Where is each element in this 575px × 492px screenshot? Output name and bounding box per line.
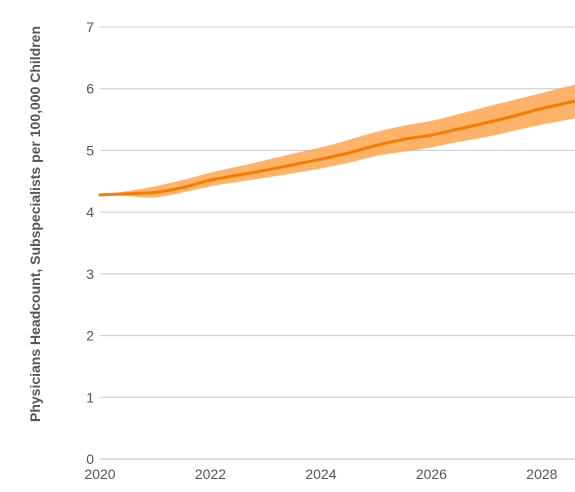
x-tick-label: 2026: [416, 466, 447, 482]
confidence-band: [100, 84, 575, 198]
y-tick-label: 4: [86, 204, 94, 220]
y-tick-label: 6: [86, 81, 94, 97]
x-tick-label: 2024: [305, 466, 336, 482]
y-axis-title: Physicians Headcount, Subspecialists per…: [27, 26, 43, 422]
x-tick-label: 2022: [195, 466, 226, 482]
y-tick-label: 1: [86, 389, 94, 405]
y-tick-label: 5: [86, 142, 94, 158]
x-tick-labels: 2020 2022 2024 2026 2028: [84, 466, 557, 482]
series-line: [98, 99, 575, 197]
y-tick-label: 3: [86, 266, 94, 282]
x-tick-label: 2028: [526, 466, 557, 482]
y-tick-label: 2: [86, 328, 94, 344]
projection-line: [98, 99, 575, 197]
y-tick-labels: 0 1 2 3 4 5 6 7: [86, 19, 94, 467]
y-tick-label: 7: [86, 19, 94, 35]
gridlines: [100, 26, 575, 460]
x-tick-label: 2020: [84, 466, 115, 482]
confidence-band-area: [100, 84, 575, 198]
y-tick-label: 0: [86, 451, 94, 467]
